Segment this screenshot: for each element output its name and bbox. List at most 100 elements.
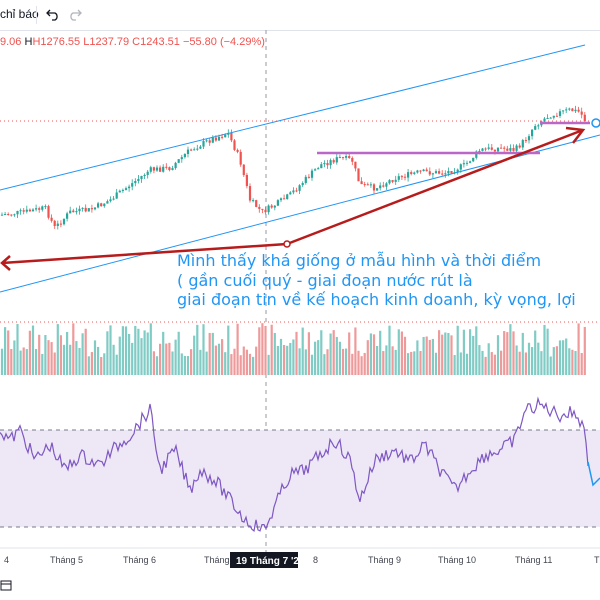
volume-bar xyxy=(245,349,248,375)
volume-bar xyxy=(4,327,7,375)
volume-bar xyxy=(357,350,360,375)
volume-bar xyxy=(537,342,540,375)
volume-bar xyxy=(93,340,97,375)
candle-body xyxy=(62,218,66,225)
candle-body xyxy=(369,184,372,186)
candle-body xyxy=(87,208,90,212)
volume-bar xyxy=(431,338,434,375)
candle-body xyxy=(146,171,149,175)
x-tick-8: Tháng 11 xyxy=(515,555,552,565)
volume-bar xyxy=(44,335,47,375)
candle-body xyxy=(22,210,25,212)
volume-bar xyxy=(354,327,357,375)
volume-bar xyxy=(152,351,155,375)
candle-body xyxy=(53,220,56,226)
candle-body xyxy=(44,206,47,208)
candle-body xyxy=(456,169,459,173)
volume-bar xyxy=(500,350,503,375)
candle-body xyxy=(245,174,248,187)
volume-bar xyxy=(270,324,273,375)
candle-body xyxy=(304,176,307,183)
volume-bar xyxy=(78,348,81,375)
redo-icon[interactable] xyxy=(66,5,84,23)
volume-bar xyxy=(25,349,28,375)
volume-bar xyxy=(360,356,363,375)
candle-body xyxy=(140,176,143,179)
candle-body xyxy=(252,200,255,202)
volume-bar xyxy=(56,324,59,375)
arrow-right xyxy=(286,126,586,246)
candle-body xyxy=(388,180,391,184)
legend-open: 9.06 xyxy=(0,36,22,48)
volume-bar xyxy=(205,351,208,375)
volume-bar xyxy=(62,344,66,375)
volume-bar xyxy=(307,332,310,375)
volume-bar xyxy=(196,324,199,375)
volume-bar xyxy=(171,351,174,375)
volume-bar xyxy=(450,335,453,375)
candle-body xyxy=(484,148,487,150)
volume-bar xyxy=(490,352,493,375)
volume-bar xyxy=(53,352,56,375)
volume-bar xyxy=(487,343,490,375)
volume-bar xyxy=(394,349,397,375)
candle-body xyxy=(56,223,59,226)
indicators-button[interactable]: chỉ báo xyxy=(0,7,39,21)
volume-bar xyxy=(183,355,186,375)
volume-bar xyxy=(574,350,577,375)
volume-bar xyxy=(376,345,379,375)
candle-body xyxy=(425,169,428,172)
volume-bar xyxy=(193,335,196,375)
volume-bar xyxy=(329,333,332,375)
volume-series xyxy=(0,323,586,375)
volume-bar xyxy=(555,346,558,375)
crosshair-date-box xyxy=(230,552,298,568)
candle-body xyxy=(205,140,208,142)
candle-body xyxy=(509,148,512,151)
candle-body xyxy=(286,194,289,200)
volume-bar xyxy=(239,355,242,375)
candle-body xyxy=(134,181,137,184)
calendar-icon[interactable] xyxy=(0,578,14,592)
volume-bar xyxy=(366,340,369,375)
candle-body xyxy=(199,146,202,149)
volume-bar xyxy=(276,345,279,375)
volume-bar xyxy=(121,326,124,375)
candle-body xyxy=(583,114,586,122)
legend-low: L1237.79 xyxy=(83,36,130,48)
candle-body xyxy=(208,140,211,143)
volume-bar xyxy=(292,339,295,375)
x-tick-5: 8 xyxy=(313,555,318,565)
candle-body xyxy=(329,160,332,166)
candle-body xyxy=(419,170,422,172)
candle-body xyxy=(66,213,69,219)
volume-bar xyxy=(118,336,121,375)
candle-body xyxy=(580,111,583,115)
volume-bar xyxy=(255,346,258,375)
candle-body xyxy=(224,134,227,138)
volume-bar xyxy=(31,325,35,375)
ohlc-legend: 9.06 HH1276.55 L1237.79 C1243.51 −55.80 … xyxy=(0,36,265,48)
candle-body xyxy=(255,200,258,207)
volume-bar xyxy=(16,324,19,375)
volume-bar xyxy=(301,327,304,375)
candle-body xyxy=(459,164,462,170)
volume-bar xyxy=(230,354,233,375)
volume-bar xyxy=(534,330,537,375)
volume-bar xyxy=(41,353,44,375)
x-tick-1: 4 xyxy=(4,555,9,565)
candle-body xyxy=(106,201,109,204)
candle-body xyxy=(81,207,84,209)
undo-icon[interactable] xyxy=(44,5,62,23)
candle-body xyxy=(531,129,534,137)
candle-body xyxy=(314,169,317,171)
volume-bar xyxy=(369,333,372,375)
candle-body xyxy=(543,118,546,122)
candle-body xyxy=(227,132,230,135)
volume-bar xyxy=(459,352,462,375)
candle-body xyxy=(0,214,4,216)
volume-bar xyxy=(416,340,419,375)
volume-bar xyxy=(527,342,531,375)
volume-bar xyxy=(441,334,444,375)
